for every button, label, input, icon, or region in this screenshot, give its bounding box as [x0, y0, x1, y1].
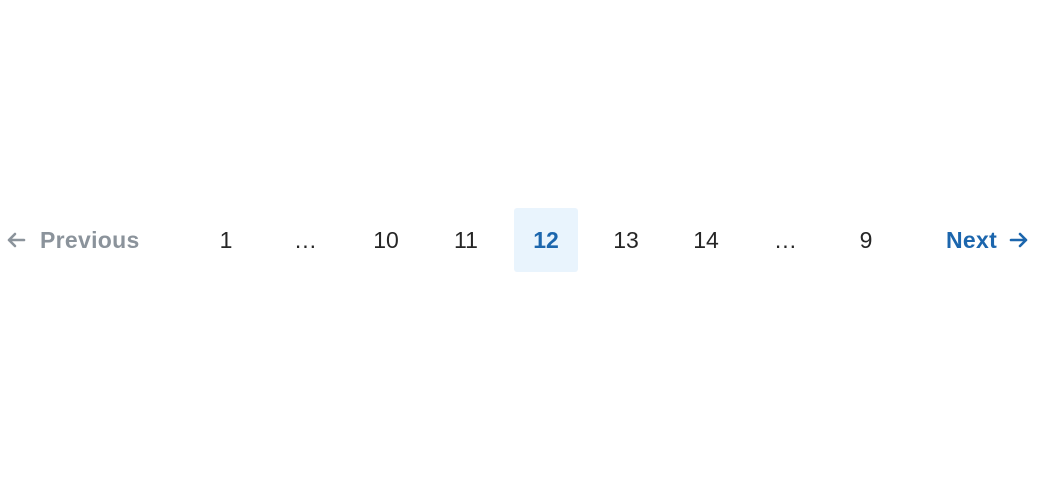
arrow-right-icon	[1009, 232, 1029, 248]
previous-button[interactable]: Previous	[6, 208, 140, 272]
page-link-14[interactable]: 14	[693, 226, 719, 253]
arrow-left-icon	[6, 232, 26, 248]
next-button[interactable]: Next	[946, 208, 1029, 272]
page-link-9[interactable]: 9	[859, 226, 873, 253]
page-link-13[interactable]: 13	[613, 226, 639, 253]
page-link-10[interactable]: 10	[373, 226, 399, 253]
page-link-1[interactable]: 1	[219, 226, 233, 253]
pagination-ellipsis: ...	[294, 226, 318, 253]
pagination: Previous 1 ... 10 11 12 13 14 ... 9 Next	[0, 208, 1040, 272]
page-link-11[interactable]: 11	[454, 226, 478, 253]
next-label: Next	[946, 226, 998, 253]
current-page[interactable]: 12	[514, 208, 578, 272]
pagination-ellipsis: ...	[774, 226, 798, 253]
previous-label: Previous	[40, 226, 140, 253]
